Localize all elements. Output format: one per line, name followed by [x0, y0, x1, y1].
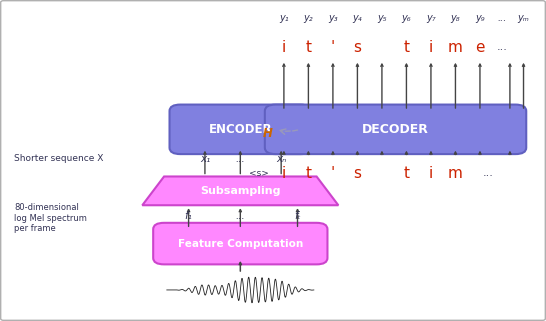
Text: ...: ...	[497, 13, 507, 23]
Text: i: i	[282, 39, 286, 55]
Text: s: s	[353, 166, 361, 181]
FancyBboxPatch shape	[265, 105, 526, 154]
Text: fₜ: fₜ	[294, 212, 301, 221]
Text: i: i	[429, 166, 433, 181]
Text: y₃: y₃	[328, 13, 338, 23]
Polygon shape	[143, 177, 339, 205]
Text: y₁: y₁	[279, 13, 289, 23]
Text: 80-dimensional
log Mel spectrum
per frame: 80-dimensional log Mel spectrum per fram…	[14, 203, 87, 233]
Text: ...: ...	[483, 168, 494, 178]
Text: ': '	[331, 166, 335, 181]
Text: ...: ...	[235, 154, 245, 164]
FancyBboxPatch shape	[169, 105, 311, 154]
Text: t: t	[305, 39, 311, 55]
Text: f₁: f₁	[185, 212, 192, 221]
Text: s: s	[353, 39, 361, 55]
Text: y₆: y₆	[402, 13, 411, 23]
Text: t: t	[305, 166, 311, 181]
Text: x₁: x₁	[200, 154, 210, 164]
FancyBboxPatch shape	[153, 223, 328, 265]
Text: i: i	[429, 39, 433, 55]
Text: e: e	[475, 39, 485, 55]
Text: ENCODER: ENCODER	[209, 123, 272, 136]
Text: <s>: <s>	[250, 169, 269, 178]
Text: t: t	[403, 166, 410, 181]
Text: m: m	[448, 39, 463, 55]
Text: y₈: y₈	[450, 13, 460, 23]
Text: y₄: y₄	[353, 13, 362, 23]
Text: Subsampling: Subsampling	[200, 186, 281, 196]
Text: ...: ...	[496, 42, 507, 52]
Text: ...: ...	[235, 212, 245, 221]
Text: t: t	[403, 39, 410, 55]
Text: y₇: y₇	[426, 13, 436, 23]
Text: y₂: y₂	[304, 13, 313, 23]
Text: H: H	[263, 127, 272, 140]
Text: m: m	[448, 166, 463, 181]
Text: y₉: y₉	[475, 13, 485, 23]
Text: Shorter sequence X: Shorter sequence X	[14, 154, 104, 163]
Text: Feature Computation: Feature Computation	[177, 239, 303, 248]
Text: DECODER: DECODER	[362, 123, 429, 136]
Text: y₅: y₅	[377, 13, 387, 23]
Text: i: i	[282, 166, 286, 181]
Text: yₘ: yₘ	[518, 13, 530, 23]
Text: ': '	[331, 39, 335, 55]
Text: xₙ: xₙ	[276, 154, 286, 164]
